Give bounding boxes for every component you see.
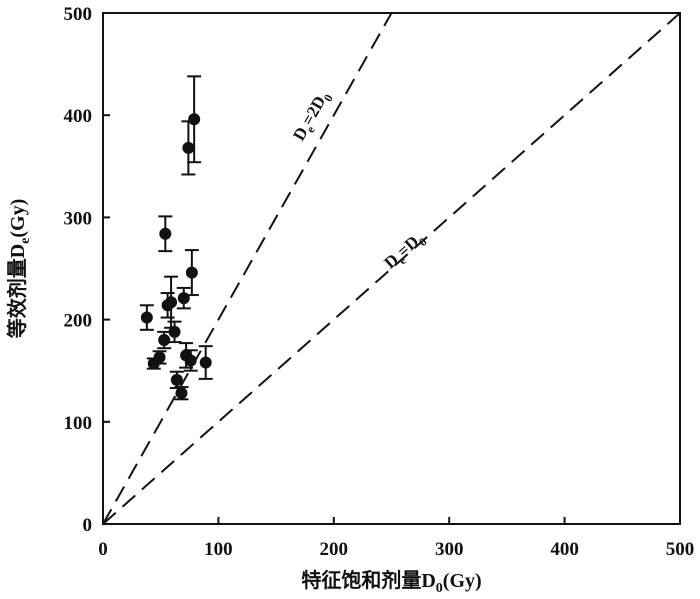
y-tick-label: 300 [64,208,93,229]
data-marker [170,373,183,386]
y-tick-label: 400 [64,106,93,127]
data-point [187,75,202,164]
data-marker [188,113,201,126]
x-axis-title: 特征饱和剂量D0(Gy) [301,568,481,596]
y-tick-label: 100 [64,413,93,434]
x-tick-label: 100 [204,539,233,560]
data-point [152,350,167,365]
data-marker [185,266,198,279]
data-marker [175,387,188,400]
data-points [139,75,213,401]
plot-frame [102,12,681,525]
data-marker [199,356,212,369]
data-point [139,304,154,331]
data-marker [165,296,178,309]
reference-line-label-1x: De=D0 [380,228,429,275]
axis-ticks: 0 100 200 300 400 500 0 100 200 300 400 500 [64,4,695,560]
x-tick-label: 300 [435,539,464,560]
y-tick-label: 200 [64,311,93,332]
data-marker [177,292,190,305]
data-marker [140,311,153,324]
data-point [176,286,191,310]
data-marker [153,351,166,364]
reference-line-0 [102,12,393,525]
data-point [183,349,198,372]
data-point [158,215,173,253]
data-point [169,370,184,390]
data-marker [158,334,171,347]
reference-lines [102,12,681,525]
data-marker [182,141,195,154]
data-point [198,345,213,380]
y-tick-label: 500 [64,4,93,25]
reference-line-label-2x: De=2D0 [289,87,336,145]
data-point [181,120,196,176]
data-point [174,386,189,401]
x-tick-label: 500 [666,539,695,560]
data-marker [159,227,172,240]
y-axis-title: 等效剂量De(Gy) [5,199,33,339]
data-point [164,275,179,329]
y-tick-label: 0 [83,515,93,536]
x-tick-label: 200 [320,539,349,560]
data-point [167,320,182,344]
data-point [184,249,199,297]
data-point [157,330,172,350]
x-tick-label: 400 [550,539,579,560]
data-marker [184,354,197,367]
x-tick-label: 0 [98,539,108,560]
data-marker [168,325,181,338]
